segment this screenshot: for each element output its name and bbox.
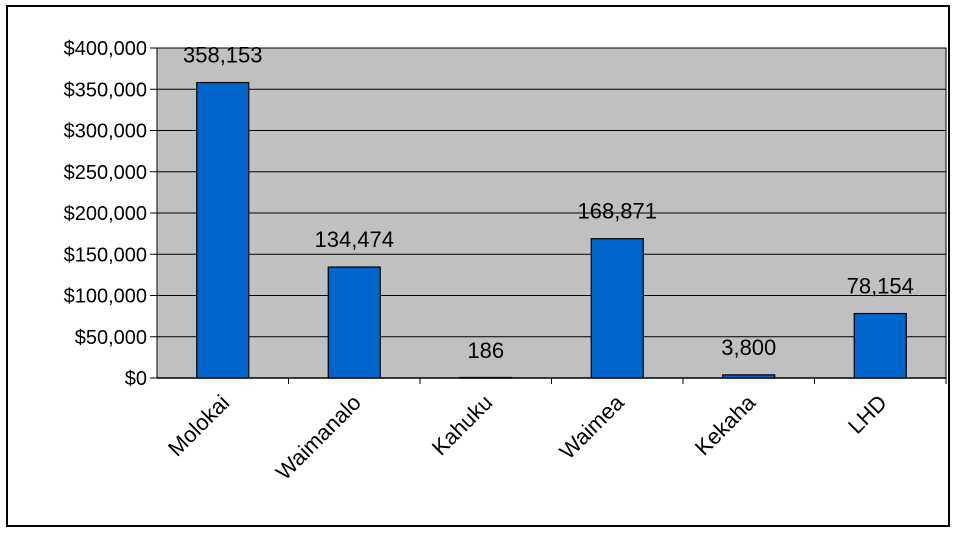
- data-label: 168,871: [577, 199, 657, 224]
- data-label: 358,153: [183, 43, 263, 68]
- bar: [722, 374, 776, 379]
- x-tick-label: LHD: [843, 390, 892, 439]
- y-tick-label: $150,000: [64, 244, 147, 266]
- x-tick-label: Kahuku: [427, 390, 497, 460]
- bar: [459, 376, 513, 379]
- y-tick-label: $0: [125, 368, 147, 390]
- data-label: 186: [467, 338, 504, 363]
- data-label: 78,154: [847, 274, 914, 299]
- y-tick-label: $200,000: [64, 203, 147, 225]
- y-tick-label: $300,000: [64, 121, 147, 143]
- bar: [590, 238, 644, 379]
- y-tick-label: $350,000: [64, 79, 147, 101]
- y-tick-label: $50,000: [75, 327, 147, 349]
- data-label: 3,800: [721, 335, 776, 360]
- y-tick-label: $250,000: [64, 162, 147, 184]
- x-tick-label: Waimanalo: [271, 390, 366, 485]
- bar: [327, 266, 381, 379]
- y-tick-label: $100,000: [64, 286, 147, 308]
- data-label: 134,474: [314, 227, 394, 252]
- bar: [853, 312, 907, 379]
- x-tick-label: Waimea: [555, 389, 630, 464]
- y-tick-label: $400,000: [64, 38, 147, 60]
- bar: [196, 81, 250, 379]
- x-tick-label: Molokai: [163, 390, 234, 461]
- x-tick-label: Kekaha: [690, 389, 761, 460]
